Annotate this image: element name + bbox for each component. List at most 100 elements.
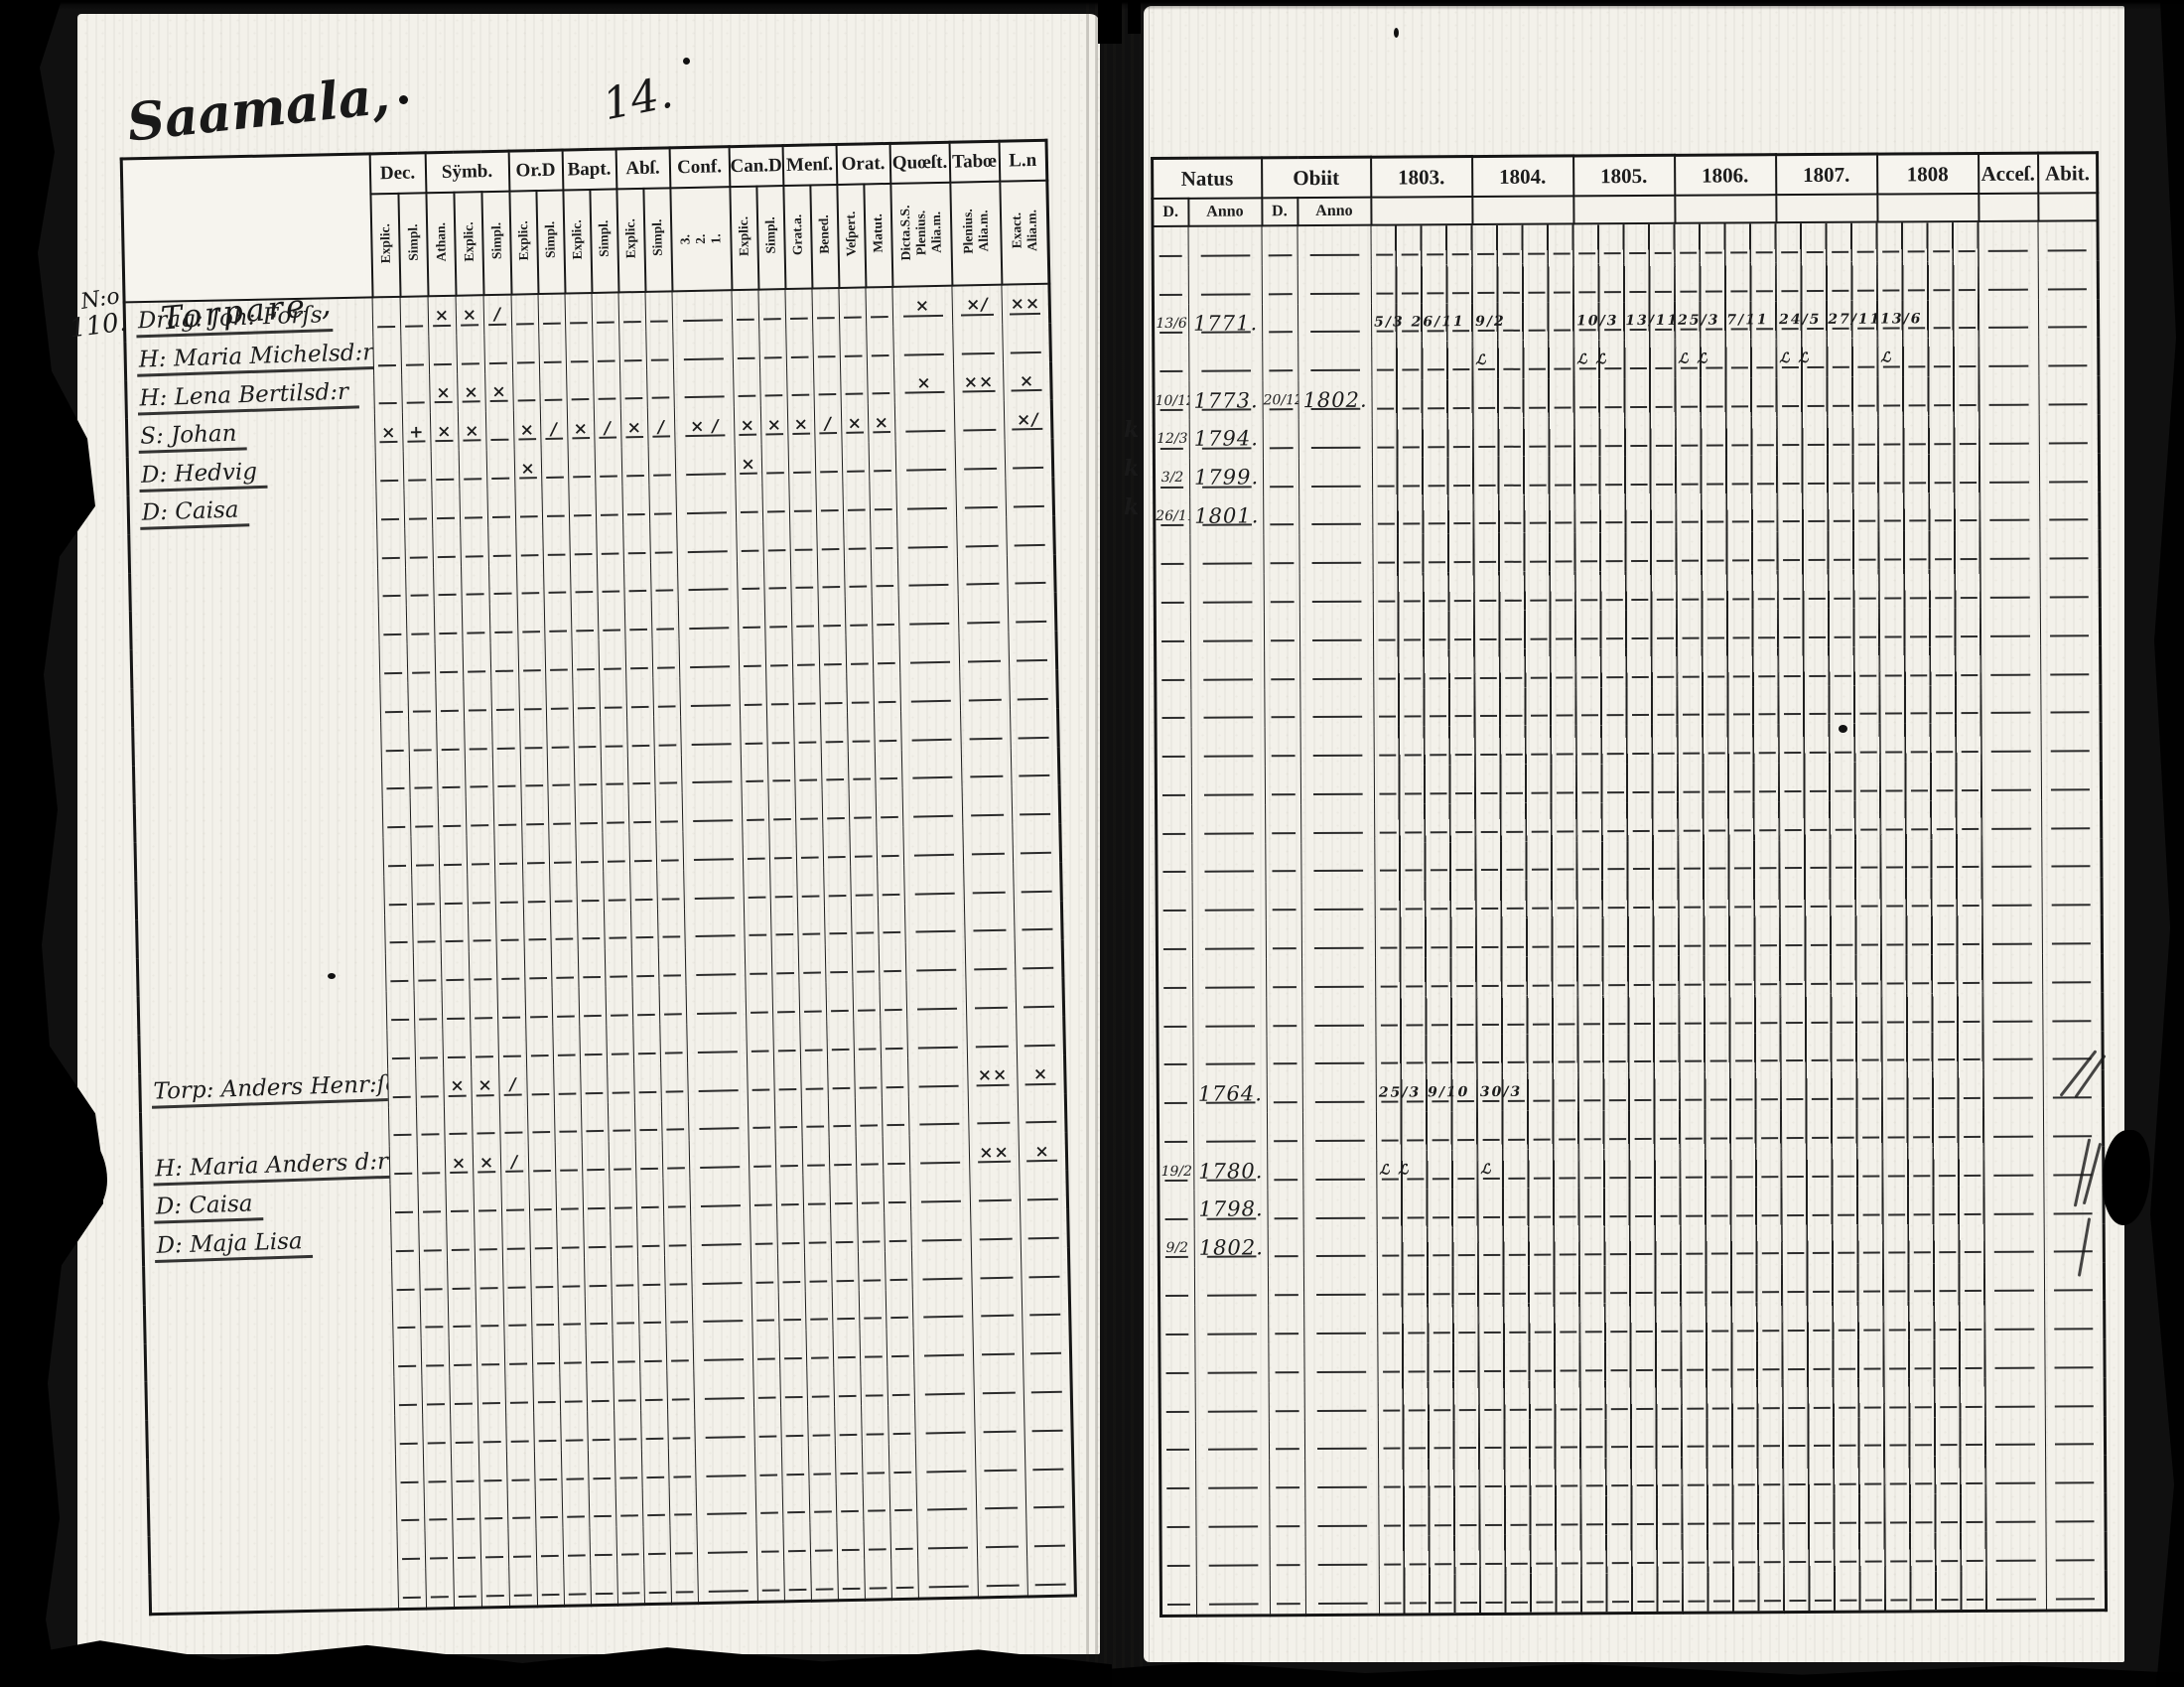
- mark-cell: [535, 1488, 563, 1528]
- obiit-day: 20/12: [1262, 380, 1299, 420]
- mark-cell: ∕: [540, 409, 569, 450]
- mark-cell: [806, 1329, 834, 1369]
- mark-cell: [439, 874, 469, 914]
- mark-cell: [772, 1022, 801, 1061]
- person-name: Torp: Anders Henr:ſon: [151, 1070, 389, 1110]
- sub-label: Bened.: [816, 214, 833, 255]
- mark-cell: [826, 1020, 855, 1060]
- mark-cell: [511, 333, 540, 373]
- person-name-cell: [135, 837, 384, 882]
- mark-cell: ××: [969, 1133, 1020, 1173]
- mark-cell: [678, 599, 740, 639]
- mark-cell: [661, 1100, 690, 1141]
- mark-cell: [379, 643, 408, 684]
- col-tabae: Tabœ: [949, 141, 1000, 183]
- person-name-cell: [143, 1261, 393, 1305]
- mark-cell: [851, 905, 880, 944]
- mark-cell: [751, 1292, 780, 1332]
- mark-cell: [485, 410, 515, 451]
- attendance-table: Natus Obiit 1803. 1804. 1805. 1806. 1807…: [1151, 151, 2109, 1617]
- mark-cell: [492, 758, 522, 797]
- mark-cell: [650, 561, 679, 602]
- year-1808-cell: [1884, 1416, 1986, 1457]
- mark-cell: [404, 528, 434, 568]
- obiit-day: [1265, 766, 1301, 805]
- natus-day: [1160, 1421, 1196, 1461]
- obiit-anno: [1298, 418, 1373, 458]
- mark-cell: [809, 1482, 837, 1523]
- mark-cell: [504, 1373, 534, 1414]
- mark-cell: [842, 481, 871, 520]
- year-1807-cell: [1776, 376, 1879, 417]
- sub-label: Explic.: [460, 221, 477, 262]
- year-1808-cell: [1883, 1339, 1986, 1379]
- attendance-row: [1153, 260, 2099, 305]
- obiit-day: [1263, 534, 1300, 574]
- mark-cell: [555, 1180, 584, 1220]
- mark-cell: [775, 1176, 804, 1215]
- mark-cell: [864, 1559, 892, 1601]
- mark-cell: [877, 865, 905, 906]
- accessit-cell: [1979, 453, 2040, 492]
- mark-cell: ×: [374, 413, 404, 453]
- year-1804-cell: [1475, 802, 1577, 842]
- natus-anno: [1187, 225, 1263, 266]
- year-1807-cell: [1778, 569, 1880, 610]
- mark-cell: ∕: [814, 404, 843, 444]
- mark-cell: [405, 566, 435, 607]
- mark-cell: [884, 1211, 912, 1252]
- mark-cell: [975, 1441, 1026, 1481]
- mark-cell: [470, 1028, 499, 1067]
- mark-cell: [732, 329, 760, 368]
- year-1803-cell: [1375, 918, 1477, 958]
- mark-cell: [798, 943, 827, 984]
- person-name-cell: [134, 798, 383, 843]
- mark-cell: [1006, 515, 1055, 556]
- mark-cell: ∕: [647, 407, 676, 448]
- person-name-cell: [129, 567, 379, 612]
- mark-cell: [742, 829, 770, 869]
- year-1804-cell: [1479, 1495, 1582, 1536]
- mark-cell: [424, 1529, 454, 1569]
- mark-cell: ∕: [483, 294, 512, 335]
- mark-cell: [797, 906, 826, 945]
- mark-cell: [518, 679, 547, 720]
- mark-cell: [536, 1566, 565, 1607]
- mark-cell: [917, 1557, 979, 1600]
- mark-cell: [912, 1288, 974, 1329]
- mark-cell: [425, 1568, 455, 1610]
- mark-cell: [684, 907, 746, 947]
- mark-cell: [802, 1175, 831, 1215]
- mark-cell: [511, 294, 539, 335]
- mark-cell: [832, 1290, 861, 1330]
- year-1807-cell: [1781, 1147, 1883, 1188]
- year-1804-cell: [1479, 1457, 1581, 1497]
- mark-cell: [652, 677, 681, 717]
- mark-cell: [407, 682, 437, 722]
- person-name: D: Caisa: [153, 1190, 264, 1224]
- mark-cell: [860, 1328, 887, 1368]
- mark-cell: [535, 1527, 564, 1567]
- year-1803-cell: [1374, 726, 1476, 766]
- mark-cell: [796, 867, 825, 907]
- attendance-row: [1157, 914, 2103, 960]
- col-obiit: Obiit: [1261, 157, 1371, 199]
- attendance-row: [1156, 799, 2102, 844]
- mark-cell: [873, 672, 901, 713]
- mark-cell: [1008, 593, 1057, 633]
- year-1805-cell: [1580, 1379, 1683, 1420]
- accessit-cell: [1984, 1223, 2045, 1263]
- person-name: Drag: Joh: Forſs: [135, 302, 334, 339]
- natus-anno: 1801.: [1189, 495, 1264, 536]
- accessit-cell: [1980, 568, 2041, 608]
- year-1805-cell: ℒ ℒ: [1573, 340, 1676, 379]
- mark-cell: [830, 1212, 859, 1253]
- mark-cell: ×: [735, 444, 762, 485]
- mark-cell: [531, 1296, 560, 1336]
- attendance-row: 13/6 1771. 5/3 26/11 9/2 10/3 13/11 25/3…: [1153, 298, 2099, 344]
- obiit-day: [1268, 1266, 1304, 1306]
- mark-cell: [418, 1221, 448, 1261]
- obiit-day: [1263, 419, 1299, 459]
- year-1803-cell: [1372, 533, 1475, 573]
- natus-day: [1157, 1036, 1194, 1075]
